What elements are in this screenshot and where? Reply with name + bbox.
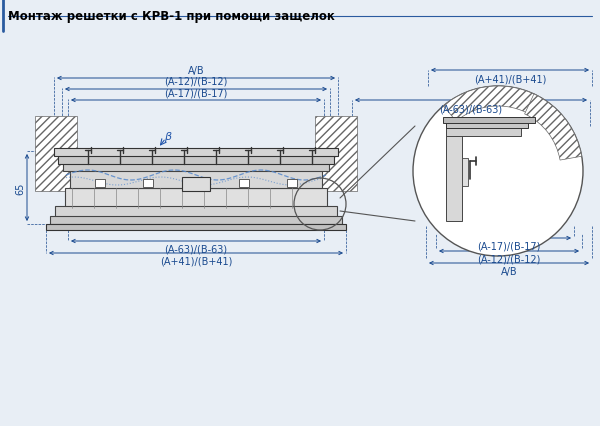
Bar (239, 180, 249, 187)
Text: (A-63)/(B-63): (A-63)/(B-63) (164, 245, 227, 254)
Text: (A-17)/(B-17): (A-17)/(B-17) (164, 88, 227, 98)
Bar (446, 122, 528, 129)
Bar (46, 225, 346, 230)
Text: (A-63)/(B-63): (A-63)/(B-63) (439, 104, 503, 114)
Text: (A+41)/(B+41): (A+41)/(B+41) (160, 256, 232, 266)
Bar (446, 127, 521, 137)
Bar (54, 149, 338, 157)
Text: (A-17)/(B-17): (A-17)/(B-17) (478, 242, 541, 251)
Bar (315, 117, 357, 192)
Wedge shape (443, 87, 541, 122)
Bar (143, 180, 153, 187)
Bar (443, 118, 535, 124)
Bar (70, 169, 322, 189)
Text: A/B: A/B (500, 266, 517, 276)
Bar (58, 155, 334, 164)
Text: 65: 65 (15, 182, 25, 195)
Text: Монтаж решетки с КРВ-1 при помощи защелок: Монтаж решетки с КРВ-1 при помощи защело… (8, 10, 335, 23)
Bar (35, 117, 77, 192)
Bar (462, 158, 468, 187)
Bar (65, 189, 327, 208)
Text: β: β (164, 132, 172, 142)
Text: A/B: A/B (188, 66, 205, 76)
Wedge shape (524, 95, 582, 161)
Bar (191, 180, 201, 187)
Text: (A-12)/(B-12): (A-12)/(B-12) (478, 254, 541, 265)
Bar (446, 132, 462, 222)
Bar (55, 207, 337, 219)
Bar (182, 178, 210, 192)
Text: (A-12)/(B-12): (A-12)/(B-12) (164, 77, 227, 87)
Text: (A+41)/(B+41): (A+41)/(B+41) (474, 74, 546, 84)
Bar (287, 180, 297, 187)
Circle shape (413, 87, 583, 256)
Bar (50, 216, 342, 225)
Bar (63, 164, 329, 172)
Bar (95, 180, 105, 187)
